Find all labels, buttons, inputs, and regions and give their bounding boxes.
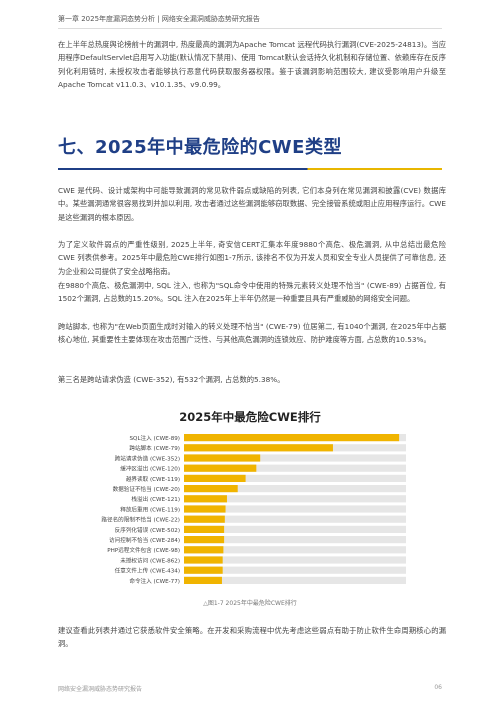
bar-track bbox=[184, 464, 406, 472]
bar-track bbox=[184, 474, 406, 482]
bar-2 bbox=[184, 444, 333, 452]
bar-8 bbox=[184, 505, 226, 513]
bar-6 bbox=[184, 485, 238, 493]
bar-track bbox=[184, 525, 406, 533]
bar-5 bbox=[184, 474, 246, 482]
bar-track bbox=[184, 566, 406, 574]
intro-paragraph: 在上半年总热度舆论榜前十的漏洞中, 热度最高的漏洞为Apache Tomcat … bbox=[58, 40, 446, 90]
bar-label-5: 越界读取 (CWE-119) bbox=[126, 475, 180, 483]
bar-label-14: 任意文件上传 (CWE-434) bbox=[115, 567, 180, 575]
bar-4 bbox=[184, 464, 257, 472]
page-header: 第一章 2025年度漏洞态势分析 | 网络安全漏洞威胁态势研究报告 bbox=[58, 15, 260, 23]
bar-label-8: 释放后重用 (CWE-119) bbox=[120, 505, 180, 513]
body-paragraph-5: 第三名是跨站请求伪造 (CWE-352), 有532个漏洞, 占总数的5.38%… bbox=[58, 375, 285, 384]
bar-label-9: 路径名的限制不恰当 (CWE-22) bbox=[101, 516, 180, 524]
bar-1 bbox=[184, 434, 400, 442]
bar-track bbox=[184, 576, 406, 584]
bar-10 bbox=[184, 525, 225, 533]
section-title-underline bbox=[58, 168, 442, 170]
page-number: 06 bbox=[434, 684, 442, 691]
bar-track bbox=[184, 515, 406, 523]
bar-7 bbox=[184, 495, 227, 503]
chart-title: 2025年中最危险CWE排行 bbox=[179, 410, 321, 424]
bar-15 bbox=[184, 576, 222, 584]
bar-label-15: 命令注入 (CWE-77) bbox=[129, 577, 180, 585]
footer-text: 网络安全漏洞威胁态势研究报告 bbox=[58, 686, 143, 693]
header-divider bbox=[58, 28, 442, 29]
body-paragraph-4: 跨站脚本, 也称为"在Web页面生成时对输入的转义处理不恰当" (CWE-79)… bbox=[58, 322, 446, 345]
bar-label-3: 跨站请求伪造 (CWE-352) bbox=[115, 454, 180, 462]
bar-label-7: 栈溢出 (CWE-121) bbox=[131, 495, 180, 503]
bar-label-11: 访问控制不恰当 (CWE-284) bbox=[109, 536, 180, 544]
bar-track bbox=[184, 536, 406, 544]
bar-label-10: 反序列化错误 (CWE-502) bbox=[115, 526, 180, 534]
bar-label-1: SQL注入 (CWE-89) bbox=[129, 434, 180, 442]
cwe-ranking-chart: SQL注入 (CWE-89) 跨站脚本 (CWE-79) 跨站请求伪造 (CWE-3… bbox=[101, 434, 406, 585]
bar-track bbox=[184, 454, 406, 462]
body-paragraph-1: CWE 是代码、设计或架构中可能导致漏洞的常见软件弱点或缺陷的列表, 它们本身列… bbox=[58, 186, 446, 222]
bar-track bbox=[184, 546, 406, 554]
bar-track bbox=[184, 495, 406, 503]
figure-caption: △图1-7 2025年中最危险CWE排行 bbox=[203, 600, 297, 607]
bar-3 bbox=[184, 454, 261, 462]
bar-label-4: 缓冲区溢出 (CWE-120) bbox=[120, 465, 180, 473]
body-paragraph-2: 为了定义软件弱点的严重性级别, 2025上半年, 奇安信CERT汇集本年度988… bbox=[58, 240, 446, 276]
body-paragraph-3: 在9880个高危、极危漏洞中, SQL 注入, 也称为"SQL命令中使用的特殊元… bbox=[58, 281, 446, 304]
bar-12 bbox=[184, 546, 224, 554]
bar-14 bbox=[184, 566, 223, 574]
bar-label-6: 数据验证不恰当 (CWE-20) bbox=[113, 485, 180, 493]
bar-label-2: 跨站脚本 (CWE-79) bbox=[129, 444, 180, 452]
bar-track bbox=[184, 485, 406, 493]
bar-label-13: 未授权访问 (CWE-862) bbox=[120, 556, 180, 564]
section-title: 七、2025年中最危险的CWE类型 bbox=[58, 137, 342, 158]
bar-9 bbox=[184, 515, 225, 523]
bar-track bbox=[184, 556, 406, 564]
bar-label-12: PHP远程文件包含 (CWE-98) bbox=[107, 546, 180, 554]
bar-13 bbox=[184, 556, 223, 564]
bar-11 bbox=[184, 536, 225, 544]
closing-paragraph: 建议查看此列表并通过它获悉软件安全策略。在开发和采购流程中优先考虑这些弱点有助于… bbox=[58, 626, 446, 649]
bar-track bbox=[184, 505, 406, 513]
